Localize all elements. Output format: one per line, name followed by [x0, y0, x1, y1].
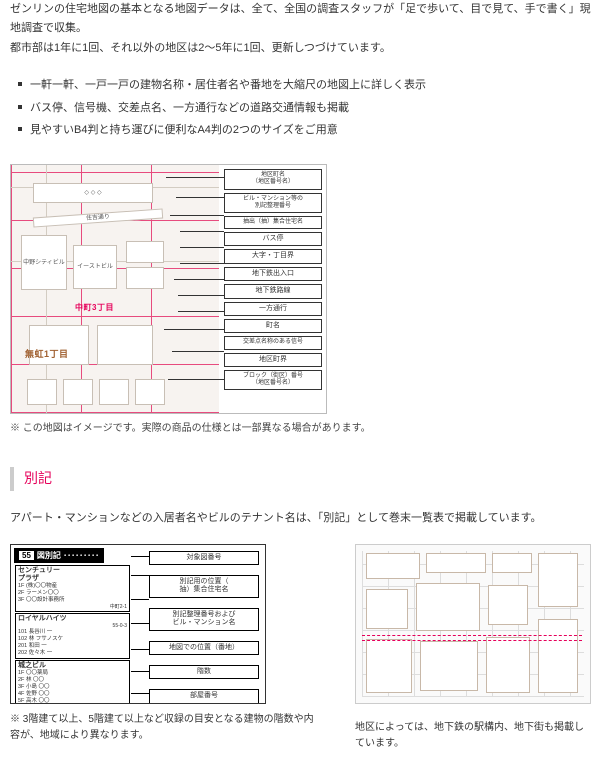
- station-caption: 地区によっては、地下鉄の駅構内、地下街も掲載しています。: [355, 720, 591, 752]
- legend-item: ビル・マンション等の別記整理番号: [224, 193, 322, 213]
- legend-item: 地区町名（地区番号名）: [224, 169, 322, 189]
- map-legend: 地区町名（地区番号名） ビル・マンション等の別記整理番号 抽出（抽）集合住宅名 …: [224, 169, 322, 390]
- bekki-tag: 階数: [149, 665, 259, 679]
- bekki-header-text: 図別記: [37, 551, 61, 560]
- bekki-card-sub: 中町2-1: [18, 604, 127, 610]
- bekki-tag: 地図での位置（番地）: [149, 641, 259, 655]
- bekki-card-title: ロイヤルハイツ: [18, 615, 127, 623]
- bldg-label: イーストビル: [73, 245, 117, 289]
- legend-item: 地下鉄出入口: [224, 267, 322, 281]
- bekki-card-rows: 1F (株)〇〇物産2F ラーメン〇〇3F 〇〇設計事務所: [18, 583, 127, 604]
- bekki-card-title: センチュリープラザ: [18, 567, 127, 584]
- feature-item: 一軒一軒、一戸一戸の建物名称・居住者名や番地を大縮尺の地図上に詳しく表示: [18, 76, 591, 95]
- bekki-header-num: 55: [19, 551, 34, 560]
- area-label-pink: 中町3丁目: [75, 301, 114, 315]
- map-caption: ※ この地図はイメージです。実際の商品の仕様とは一部異なる場合があります。: [10, 420, 591, 437]
- legend-item: 大字・丁目界: [224, 249, 322, 263]
- bldg-label: 中野シティビル: [21, 235, 67, 290]
- bekki-tag: 部屋番号: [149, 689, 259, 703]
- legend-item: バス停: [224, 232, 322, 246]
- bekki-card: 城之ビル 1F 〇〇薬局2F 林 〇〇3F 小島 〇〇4F 佐野 〇〇5F 高木…: [15, 660, 130, 704]
- bekki-tag: 別記用の位置（抽）集合住宅名: [149, 575, 259, 598]
- legend-item: ブロック（街区）番号（地区番号名）: [224, 370, 322, 390]
- bekki-row: 55図別記 ･････････ センチュリープラザ 1F (株)〇〇物産2F ラ…: [10, 544, 591, 752]
- bekki-figure: 55図別記 ･････････ センチュリープラザ 1F (株)〇〇物産2F ラ…: [10, 544, 266, 704]
- feature-item: 見やすいB4判と持ち運びに便利なA4判の2つのサイズをご用意: [18, 121, 591, 140]
- bekki-tag: 別記整理番号およびビル・マンション名: [149, 608, 259, 631]
- bekki-card: ロイヤルハイツ 55-0-3 101 長谷川 一102 林 フサノスケ201 和…: [15, 613, 130, 659]
- intro-line-2: 都市部は1年に1回、それ以外の地区は2～5年に1回、更新しつづけています。: [10, 39, 591, 58]
- bekki-figure-header: 55図別記 ･････････: [14, 548, 104, 564]
- legend-item: 交差点名称のある信号: [224, 336, 322, 349]
- feature-item: バス停、信号機、交差点名、一方通行などの道路交通情報も掲載: [18, 99, 591, 118]
- intro-text: ゼンリンの住宅地図の基本となる地図データは、全て、全国の調査スタッフが「足で歩い…: [10, 0, 591, 58]
- station-figure: [355, 544, 591, 704]
- bekki-heading: 別記: [10, 467, 591, 491]
- bekki-description: アパート・マンションなどの入居者名やビルのテナント名は、「別記」として巻末一覧表…: [10, 509, 591, 528]
- bekki-card-rows: 101 長谷川 一102 林 フサノスケ201 和田 一202 佐々木 一: [18, 629, 127, 657]
- bekki-tag: 対象図番号: [149, 551, 259, 565]
- legend-item: 一方通行: [224, 302, 322, 316]
- feature-list: 一軒一軒、一戸一戸の建物名称・居住者名や番地を大縮尺の地図上に詳しく表示 バス停…: [18, 76, 591, 140]
- area-label-brown: 無虹1丁目: [25, 347, 69, 362]
- legend-item: 地区町界: [224, 353, 322, 367]
- legend-item: 町名: [224, 319, 322, 333]
- bekki-caption: ※ 3階建て以上、5階建て以上など収録の目安となる建物の階数や内容が、地域により…: [10, 712, 317, 744]
- map-sample-figure: ◇ ◇ ◇ 住吉通り 中野シティビル イーストビル 中町3丁目 無虹1丁目 地区…: [10, 164, 327, 414]
- legend-item: 地下鉄路線: [224, 284, 322, 298]
- bekki-card-rows: 1F 〇〇薬局2F 林 〇〇3F 小島 〇〇4F 佐野 〇〇5F 高木 〇〇: [18, 670, 127, 703]
- intro-line-1: ゼンリンの住宅地図の基本となる地図データは、全て、全国の調査スタッフが「足で歩い…: [10, 0, 591, 37]
- bekki-card: センチュリープラザ 1F (株)〇〇物産2F ラーメン〇〇3F 〇〇設計事務所 …: [15, 565, 130, 612]
- legend-item: 抽出（抽）集合住宅名: [224, 216, 322, 229]
